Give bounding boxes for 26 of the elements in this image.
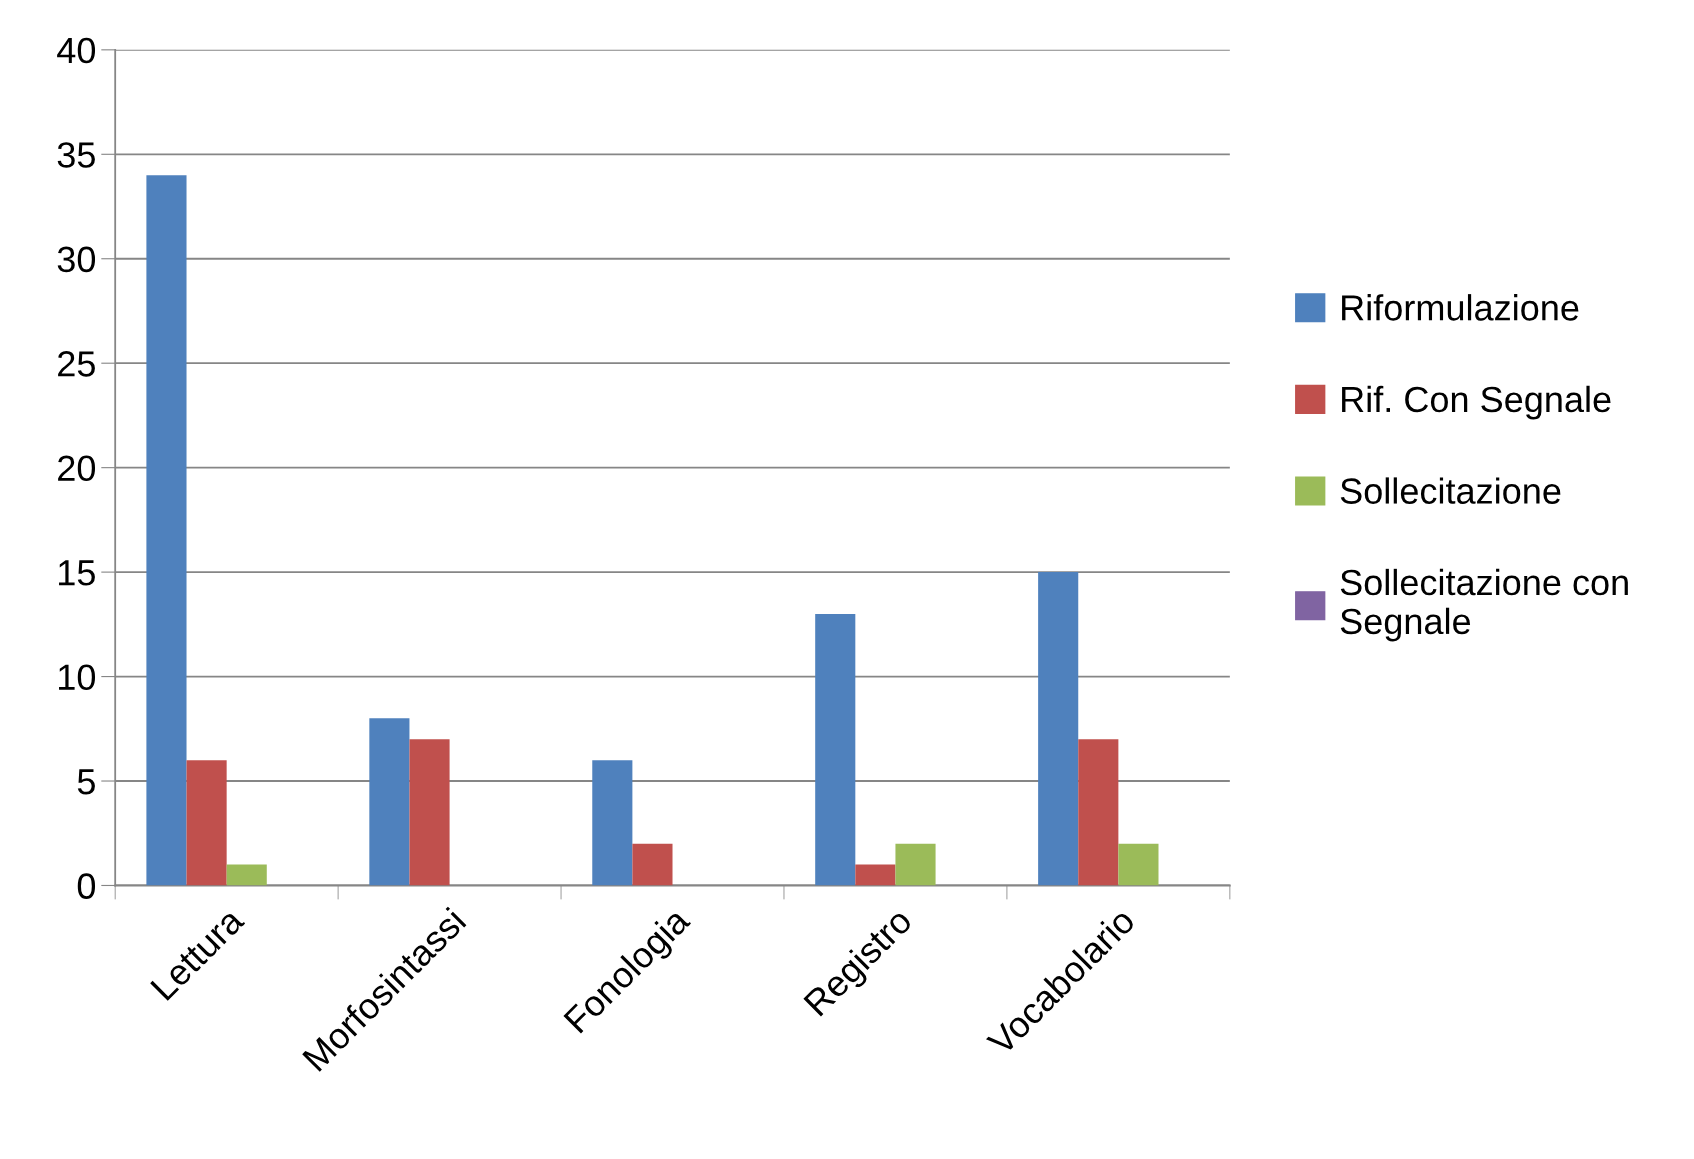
bar	[1118, 843, 1159, 886]
legend-label: Rif. Con Segnale	[1342, 385, 1611, 420]
bar	[632, 843, 673, 886]
bar	[369, 718, 410, 886]
y-tick-label: 30	[57, 246, 96, 273]
bar	[186, 760, 227, 886]
y-tick-label: 10	[59, 664, 96, 691]
bar	[226, 864, 267, 886]
y-tick-label: 0	[77, 873, 96, 899]
y-tick-label: 20	[58, 455, 96, 482]
bar	[592, 760, 633, 886]
legend-label: Riformulazione	[1342, 294, 1579, 321]
y-tick-label: 40	[57, 37, 96, 64]
bar	[1078, 739, 1119, 886]
legend-label: Sollecitazione	[1340, 477, 1561, 504]
y-tick-label: 35	[57, 142, 95, 168]
bar	[146, 175, 187, 886]
bar	[815, 613, 856, 886]
legend-label: Sollecitazione con Segnale	[1340, 568, 1628, 642]
bar	[1038, 572, 1079, 886]
y-tick-label: 25	[58, 351, 95, 377]
bar	[409, 739, 450, 886]
bar	[855, 864, 896, 886]
y-tick-label: 15	[59, 560, 95, 586]
bar	[895, 843, 936, 886]
y-tick-label: 5	[77, 769, 95, 795]
